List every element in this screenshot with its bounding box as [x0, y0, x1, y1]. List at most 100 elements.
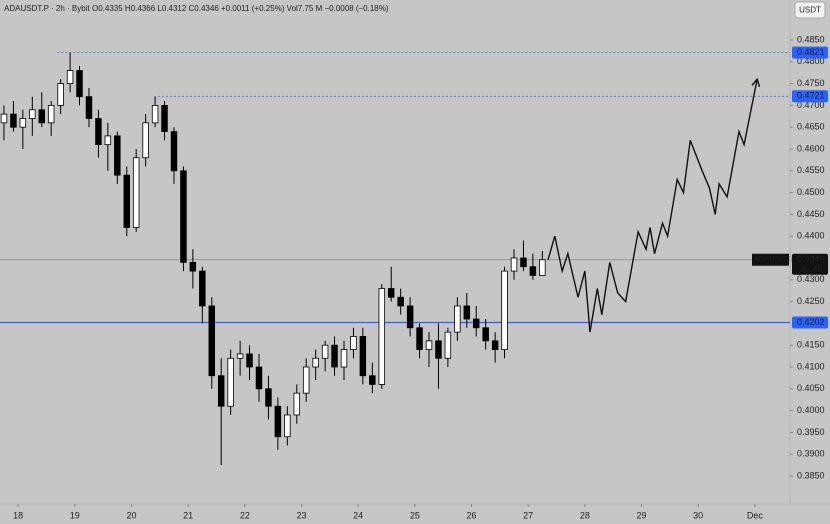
- candle-body: [387, 288, 395, 298]
- y-tick-label: 0.4750: [797, 78, 825, 88]
- candle-body: [284, 414, 291, 438]
- x-tick-label: 19: [70, 510, 80, 520]
- y-tick-label: 0.4850: [797, 34, 825, 44]
- candle-body: [463, 305, 471, 320]
- candle-body: [47, 105, 55, 124]
- level-tag: [792, 316, 828, 329]
- x-tick-label: 28: [580, 510, 590, 520]
- candle-body: [189, 261, 197, 272]
- candle-body: [132, 157, 140, 228]
- candle-body: [246, 353, 253, 368]
- candle-body: [491, 340, 499, 350]
- chart-subtitle: O0.4335 H0.4366 L0.4312 C0.4346 +0.0011 …: [92, 4, 389, 13]
- candle-body: [378, 288, 386, 385]
- candle-body: [161, 105, 168, 132]
- x-tick-label: 26: [466, 510, 476, 520]
- currency-label[interactable]: USDT: [799, 6, 821, 15]
- candle-body: [350, 336, 357, 350]
- y-tick-label: 0.3850: [797, 470, 825, 480]
- last-price-countdown: 30:49: [800, 264, 823, 274]
- candle-body: [406, 305, 414, 329]
- candle-body: [331, 344, 338, 368]
- candle-body: [151, 105, 159, 124]
- candle-body: [416, 327, 423, 350]
- candle-body: [274, 405, 282, 438]
- candle-body: [29, 109, 36, 119]
- level-label: 0.4821: [797, 47, 825, 57]
- candle-body: [142, 122, 149, 159]
- candle-body: [520, 257, 527, 268]
- y-tick-label: 0.4400: [797, 231, 825, 241]
- x-tick-label: 24: [353, 510, 363, 520]
- last-price-symbol: ADAUSDT.P: [754, 255, 796, 264]
- y-tick-label: 0.4600: [797, 143, 825, 153]
- x-tick-label: 21: [183, 510, 193, 520]
- candle-body: [227, 357, 234, 407]
- level-tag: [792, 90, 828, 103]
- candle-body: [539, 259, 546, 276]
- last-price-symbol-tag: [752, 253, 789, 266]
- candle-body: [359, 336, 367, 377]
- candle-body: [85, 96, 93, 119]
- y-tick-label: 0.3950: [797, 427, 825, 437]
- x-tick-label: 20: [126, 510, 136, 520]
- y-tick-label: 0.4150: [797, 340, 825, 350]
- candle-body: [302, 366, 310, 394]
- candle-body: [397, 296, 404, 307]
- y-tick-label: 0.4500: [797, 187, 825, 197]
- candle-body: [340, 349, 348, 368]
- currency-button[interactable]: [794, 1, 826, 19]
- candle-body: [293, 392, 301, 416]
- candle-body: [312, 357, 319, 368]
- y-tick-label: 0.4100: [797, 361, 825, 371]
- y-tick-label: 0.4250: [797, 296, 825, 306]
- candle-body: [265, 388, 272, 407]
- candle-body: [529, 266, 537, 276]
- x-tick-label: 27: [523, 510, 533, 520]
- candle-body: [57, 83, 64, 106]
- candle-body: [454, 305, 461, 333]
- candle-body: [0, 113, 8, 124]
- y-tick-label: 0.4450: [797, 209, 825, 219]
- candle-body: [76, 70, 83, 98]
- x-tick-label: 29: [637, 510, 647, 520]
- x-tick-label: 22: [240, 510, 250, 520]
- candle-body: [95, 118, 102, 146]
- y-tick-label: 0.3900: [797, 449, 825, 459]
- candle-body: [444, 331, 452, 359]
- candle-body: [321, 344, 329, 359]
- chart-title: ADAUSDT.P · 2h · Bybit: [4, 4, 90, 13]
- candle-body: [10, 113, 17, 128]
- projection-line: [547, 79, 758, 333]
- x-tick-label: Dec: [747, 510, 764, 520]
- x-tick-label: 18: [13, 510, 23, 520]
- y-tick-label: 0.4000: [797, 405, 825, 415]
- candle-body: [38, 109, 46, 124]
- candle-body: [208, 305, 216, 377]
- candle-body: [369, 375, 376, 385]
- candle-body: [123, 174, 131, 228]
- candle-body: [180, 170, 187, 263]
- last-price-label: 0.4346: [797, 254, 825, 264]
- candle-body: [435, 340, 442, 359]
- candle-body: [170, 131, 178, 172]
- candle-body: [472, 318, 480, 329]
- candle-body: [217, 375, 225, 407]
- level-tag: [792, 46, 828, 59]
- x-tick-label: 25: [410, 510, 420, 520]
- y-tick-label: 0.4050: [797, 383, 825, 393]
- candle-body: [425, 340, 433, 350]
- level-label: 0.4202: [797, 317, 825, 327]
- last-price-tag: [792, 253, 828, 275]
- level-label: 0.4721: [797, 91, 825, 101]
- candle-body: [501, 270, 508, 350]
- candle-body: [236, 353, 244, 359]
- y-tick-label: 0.4700: [797, 100, 825, 110]
- y-tick-label: 0.4650: [797, 122, 825, 132]
- x-tick-label: 23: [296, 510, 306, 520]
- projection-arrowhead: [751, 77, 761, 88]
- y-tick-label: 0.4550: [797, 165, 825, 175]
- candle-body: [255, 366, 263, 390]
